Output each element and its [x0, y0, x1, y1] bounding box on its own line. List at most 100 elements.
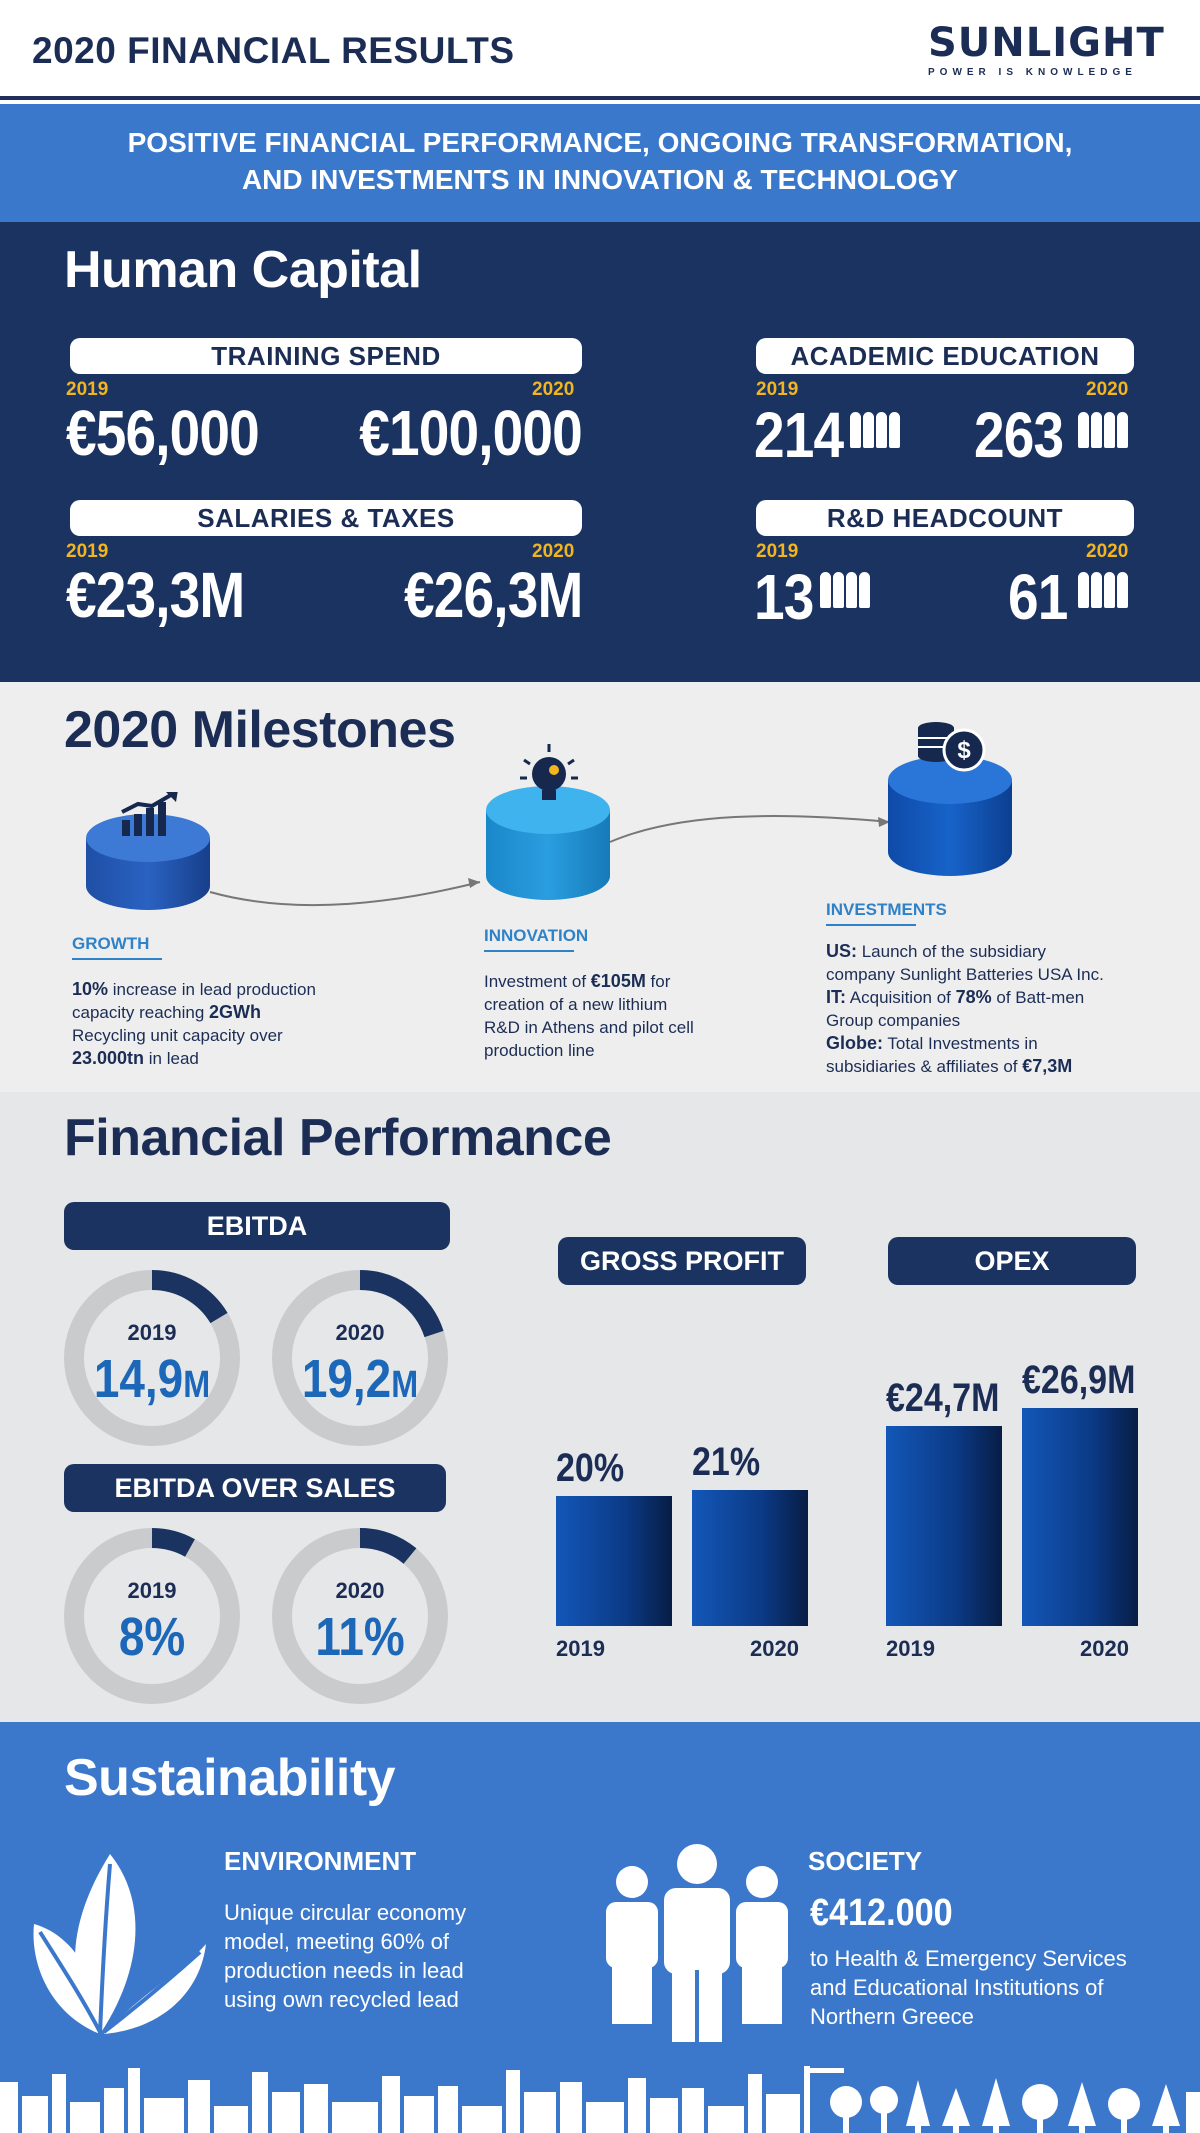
training-spend-pill: TRAINING SPEND [70, 338, 582, 374]
year-label: 2019 [66, 541, 109, 562]
text-fragment: creation of a new lithium [484, 995, 668, 1014]
milestone-connectors [209, 815, 891, 907]
money-coins-icon: $ [918, 722, 986, 772]
text-fragment: increase in lead production [108, 980, 316, 999]
growth-text: 10% increase in lead production capacity… [72, 978, 402, 1070]
label-underline [826, 924, 916, 926]
people-icon [1078, 412, 1128, 448]
text-line: Unique circular economy [224, 1900, 467, 1925]
human-capital-section: Human Capital TRAINING SPEND 2019 2020 €… [0, 222, 1200, 682]
growth-percent: 10% [72, 979, 109, 999]
growth-label: GROWTH [72, 934, 150, 953]
banner-line-1: POSITIVE FINANCIAL PERFORMANCE, ONGOING … [127, 127, 1073, 158]
ring-year: 2019 [127, 1320, 177, 1345]
rnd-headcount-pill: R&D HEADCOUNT [756, 500, 1134, 536]
bar-category-label: 2020 [1080, 1636, 1129, 1661]
people-icon [1078, 572, 1128, 608]
salaries-2019-value: €23,3M [66, 559, 245, 631]
bar-value-label: 20% [556, 1446, 625, 1490]
ebitda-ring-2020: 2020 19,2M [272, 1270, 448, 1446]
ring-value: 8% [118, 1607, 186, 1667]
header: 2020 FINANCIAL RESULTS SUNLIGHT POWER IS… [0, 0, 1200, 100]
recycling-capacity: 23.000tn [72, 1048, 145, 1068]
text-fragment: Acquisition of [846, 988, 956, 1007]
text-line: production needs in lead [224, 1958, 464, 1983]
ebitda-over-sales-pill: EBITDA OVER SALES [64, 1464, 446, 1512]
margin-ring-2019: 2019 8% [64, 1528, 240, 1704]
section-title: Human Capital [64, 241, 422, 299]
section-title: Sustainability [64, 1749, 396, 1807]
rnd-2020-value: 61 [1008, 561, 1068, 633]
year-label: 2019 [756, 541, 799, 562]
text-fragment: US: [826, 941, 857, 961]
gross-profit-pill: GROSS PROFIT [558, 1237, 806, 1285]
growth-capacity: 2GWh [209, 1002, 262, 1022]
lightbulb-icon [520, 744, 578, 800]
text-fragment: in lead [144, 1049, 199, 1068]
chart-bar [1022, 1408, 1138, 1626]
year-label: 2020 [1086, 541, 1129, 562]
text-fragment: R&D in Athens and pilot cell [484, 1018, 694, 1037]
growth-chart-icon [121, 792, 178, 836]
ring-value: 14,9M [77, 1348, 227, 1410]
text-fragment: Group companies [826, 1011, 961, 1030]
people-icon [820, 572, 870, 608]
text-fragment: company Sunlight Batteries USA Inc. [826, 965, 1104, 984]
text-fragment: Investment of [484, 972, 591, 991]
rnd-2019-value: 13 [754, 561, 814, 633]
value-unit: M [183, 1364, 211, 1406]
people-group-icon [606, 1844, 788, 2042]
society-label: SOCIETY [808, 1846, 923, 1876]
ring-year: 2019 [127, 1578, 177, 1603]
bar-value-label: 21% [692, 1439, 761, 1484]
page-title: 2020 FINANCIAL RESULTS [32, 30, 515, 71]
year-label: 2019 [66, 379, 109, 400]
margin-ring-2020: 2020 11% [272, 1527, 448, 1704]
banner-line-2: AND INVESTMENTS IN INNOVATION & TECHNOLO… [241, 164, 959, 195]
financial-section: Financial Performance EBITDA EBITDA OVER… [0, 1092, 1200, 1722]
bar-category-label: 2020 [750, 1636, 799, 1661]
investments-text: US: Launch of the subsidiary company Sun… [826, 940, 1176, 1078]
banner-text: POSITIVE FINANCIAL PERFORMANCE, ONGOING … [60, 124, 1140, 198]
text-line: to Health & Emergency Services [810, 1946, 1127, 1971]
sunlight-logo: SUNLIGHT POWER IS KNOWLEDGE [928, 22, 1172, 92]
investments-block: INVESTMENTS US: Launch of the subsidiary… [826, 900, 1176, 1078]
value-number: 14,9 [93, 1349, 184, 1409]
environment-text: Unique circular economy model, meeting 6… [224, 1898, 544, 2014]
text-line: and Educational Institutions of [810, 1975, 1104, 2000]
innovation-cylinder [486, 786, 610, 900]
innovation-amount: €105M [590, 971, 646, 991]
year-label: 2019 [756, 379, 799, 400]
value-unit: M [391, 1364, 419, 1406]
ring-year: 2020 [335, 1578, 385, 1603]
ring-value: 11% [315, 1607, 405, 1667]
logo-tagline: POWER IS KNOWLEDGE [928, 67, 1137, 78]
text-line: model, meeting 60% of [224, 1929, 450, 1954]
innovation-label: INNOVATION [484, 926, 589, 945]
text-fragment: Total Investments in [883, 1034, 1038, 1053]
text-fragment: of Batt-men [991, 988, 1085, 1007]
acquisition-percent: 78% [955, 987, 992, 1007]
growth-block: GROWTH 10% increase in lead production c… [72, 934, 402, 1070]
year-label: 2020 [1086, 379, 1129, 400]
text-line: using own recycled lead [224, 1987, 459, 2012]
label-underline [484, 950, 574, 952]
salaries-2020-value: €26,3M [403, 559, 583, 631]
year-label: 2020 [532, 541, 575, 562]
text-fragment: for [645, 972, 671, 991]
ebitda-ring-2019: 2019 14,9M [64, 1270, 240, 1446]
bar-category-label: 2019 [886, 1636, 935, 1661]
environment-label: ENVIRONMENT [224, 1846, 417, 1876]
training-2020-value: €100,000 [359, 397, 583, 469]
bar-charts: 20% 2019 21% 2020 €24,7M 2019 €26,9M 2020 [0, 1092, 1200, 1722]
text-fragment: production line [484, 1041, 595, 1060]
investment-amount: €7,3M [1022, 1056, 1073, 1076]
bar-category-label: 2019 [556, 1636, 605, 1661]
city-skyline [0, 2066, 1200, 2133]
bar-value-label: €26,9M [1022, 1358, 1136, 1403]
society-amount: €412.000 [810, 1892, 953, 1934]
leaves-icon [33, 1854, 206, 2035]
investments-label: INVESTMENTS [826, 900, 947, 919]
ring-year: 2020 [335, 1320, 385, 1345]
opex-pill: OPEX [888, 1237, 1136, 1285]
